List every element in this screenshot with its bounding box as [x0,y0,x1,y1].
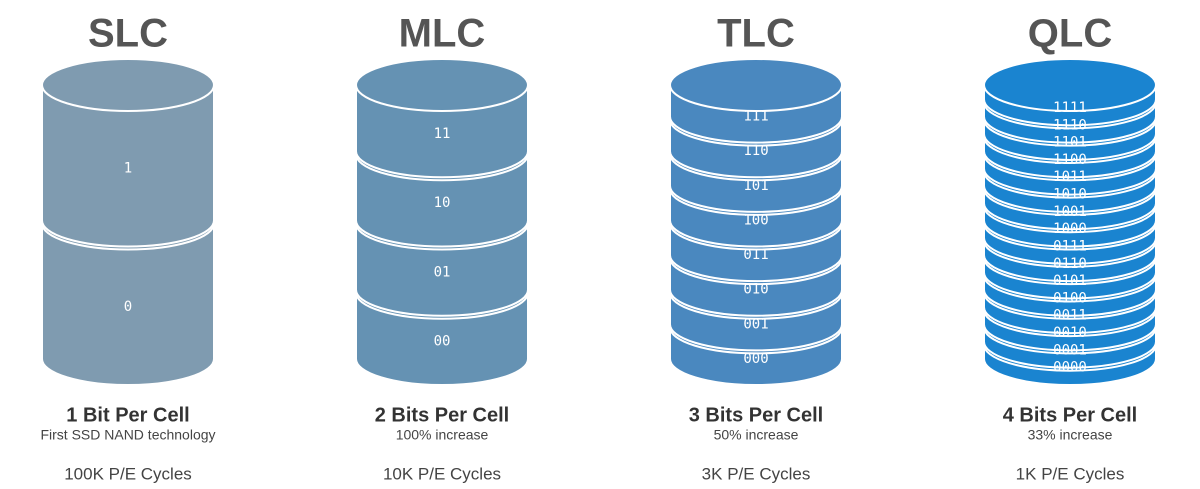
cell-label: 1 [124,161,132,177]
column-title: SLC [88,12,168,56]
cell-label: 11 [434,126,451,142]
cell-heading: 1 Bit Per Cell [66,404,189,426]
cell-label: 0110 [1053,256,1087,272]
cell-label: 1011 [1053,169,1087,185]
column-title: TLC [717,12,795,56]
cell-label: 010 [743,282,768,298]
cell-label: 001 [743,316,768,332]
cell-top [355,58,529,112]
cell-label: 111 [743,109,768,125]
cell-description: 50% increase [714,427,799,443]
cell-label: 011 [743,247,768,263]
cell-label: 0011 [1053,308,1087,324]
pe-cycles: 1K P/E Cycles [1016,464,1125,483]
column-title: QLC [1028,12,1112,56]
cell-label: 101 [743,178,768,194]
cell-label: 10 [434,195,451,211]
cell-body [41,222,215,386]
cell-heading: 2 Bits Per Cell [375,404,510,426]
cell-label: 0010 [1053,325,1087,341]
cell-top [41,58,215,112]
cell-heading: 4 Bits Per Cell [1003,404,1138,426]
pe-cycles: 100K P/E Cycles [64,464,192,483]
cell-label: 0100 [1053,290,1087,306]
cell-top [669,58,843,112]
cell-label: 1110 [1053,117,1087,133]
cell-label: 1010 [1053,187,1087,203]
cell-label: 1001 [1053,204,1087,220]
pe-cycles: 3K P/E Cycles [702,464,811,483]
cell-body [41,84,215,248]
cell-label: 100 [743,212,768,228]
cell-top [983,58,1157,112]
cell-label: 0111 [1053,238,1087,254]
cell-label: 0101 [1053,273,1087,289]
column-title: MLC [399,12,486,56]
cell-label: 000 [743,351,768,367]
cell-label: 1101 [1053,135,1087,151]
cell-description: 33% increase [1028,427,1113,443]
cell-label: 01 [434,264,451,280]
cell-label: 1000 [1053,221,1087,237]
cell-description: 100% increase [396,427,489,443]
pe-cycles: 10K P/E Cycles [383,464,501,483]
cell-label: 1111 [1053,100,1087,116]
cell-label: 110 [743,143,768,159]
cell-label: 1100 [1053,152,1087,168]
cell-heading: 3 Bits Per Cell [689,404,824,426]
cell-label: 0000 [1053,360,1087,376]
cell-label: 00 [434,334,451,350]
cell-description: First SSD NAND technology [40,427,215,443]
cell-label: 0 [124,299,132,315]
cell-label: 0001 [1053,342,1087,358]
